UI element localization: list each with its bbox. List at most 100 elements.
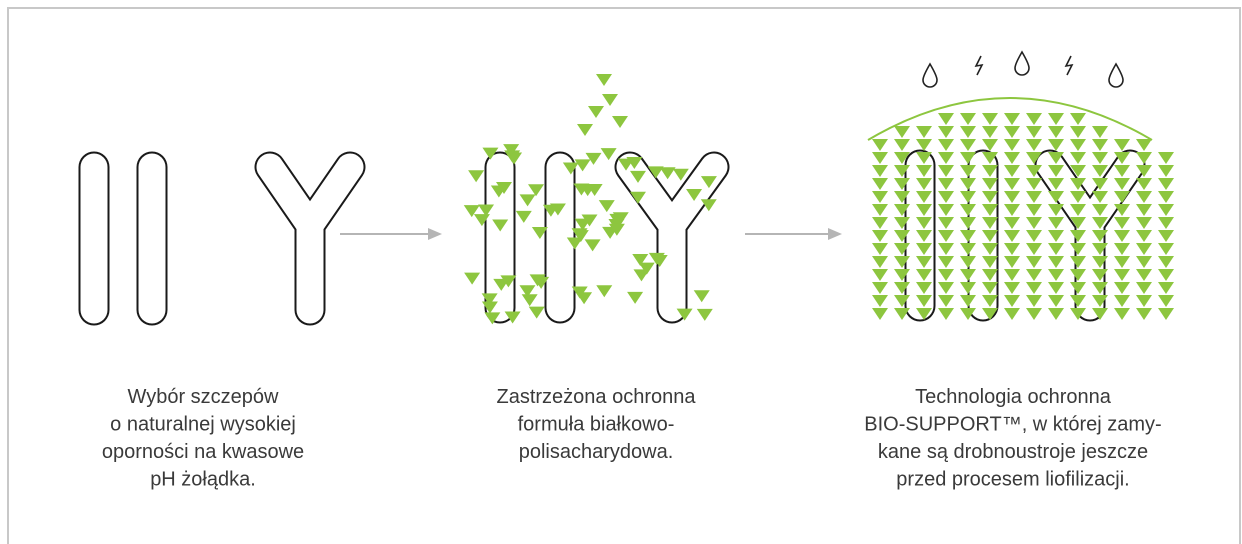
triangle <box>938 165 954 177</box>
y-shape-inner <box>270 167 350 310</box>
triangle <box>1136 243 1152 255</box>
triangle <box>1004 152 1020 164</box>
triangle <box>1114 256 1130 268</box>
triangle <box>872 282 888 294</box>
triangle <box>872 243 888 255</box>
triangle <box>938 243 954 255</box>
triangle <box>1092 152 1108 164</box>
triangle <box>1158 282 1174 294</box>
triangle <box>872 308 888 320</box>
triangle <box>694 290 710 302</box>
triangle <box>1048 269 1064 281</box>
triangle <box>1158 243 1174 255</box>
triangle <box>1004 204 1020 216</box>
triangle <box>1158 165 1174 177</box>
triangle <box>1158 217 1174 229</box>
triangle <box>1136 191 1152 203</box>
triangle <box>938 139 954 151</box>
triangle <box>960 139 976 151</box>
triangle <box>1026 204 1042 216</box>
triangle <box>1004 282 1020 294</box>
triangle <box>516 211 532 223</box>
caption-line: oporności na kwasowe <box>102 441 304 463</box>
triangle <box>1136 230 1152 242</box>
triangle <box>697 309 713 321</box>
triangle <box>982 126 998 138</box>
triangle <box>1048 139 1064 151</box>
triangle <box>1026 113 1042 125</box>
triangle <box>1048 126 1064 138</box>
triangle <box>1004 295 1020 307</box>
triangle <box>588 106 604 118</box>
triangle <box>938 269 954 281</box>
triangle <box>585 239 601 251</box>
triangle <box>938 217 954 229</box>
triangle <box>1136 204 1152 216</box>
triangle <box>1114 230 1130 242</box>
triangle <box>1092 126 1108 138</box>
triangle <box>872 152 888 164</box>
triangle <box>872 217 888 229</box>
triangle <box>612 116 628 128</box>
caption-line: o naturalnej wysokiej <box>110 414 296 436</box>
triangle <box>627 292 643 304</box>
caption-line: przed procesem liofilizacji. <box>896 469 1129 491</box>
triangle <box>1136 295 1152 307</box>
triangle <box>1026 217 1042 229</box>
triangle <box>1158 256 1174 268</box>
triangle <box>602 94 618 106</box>
caption-line: kane są drobnoustroje jeszcze <box>878 441 1148 463</box>
triangle <box>1158 191 1174 203</box>
triangle <box>1070 126 1086 138</box>
bolt-icon <box>976 56 982 75</box>
triangle <box>1114 282 1130 294</box>
triangle <box>1092 139 1108 151</box>
triangle <box>872 139 888 151</box>
triangle <box>599 200 615 212</box>
triangle <box>872 204 888 216</box>
triangle <box>1004 308 1020 320</box>
triangle <box>1048 243 1064 255</box>
caption-line: BIO-SUPPORT™, w której zamy- <box>864 414 1161 436</box>
triangle <box>872 165 888 177</box>
caption-line: Wybór szczepów <box>128 386 280 408</box>
bolt-icon <box>1066 56 1072 75</box>
triangle <box>1048 282 1064 294</box>
y-shape-inner <box>630 167 714 308</box>
triangle <box>1114 243 1130 255</box>
triangle <box>1004 243 1020 255</box>
triangle <box>1004 217 1020 229</box>
triangle <box>1136 178 1152 190</box>
triangle <box>1070 139 1086 151</box>
triangle <box>1004 126 1020 138</box>
triangle <box>982 139 998 151</box>
triangle <box>916 126 932 138</box>
triangle <box>1026 295 1042 307</box>
triangle <box>872 269 888 281</box>
triangle <box>1004 178 1020 190</box>
triangle <box>894 139 910 151</box>
captions: Wybór szczepów o naturalnej wysokiej oporn… <box>102 386 1162 491</box>
triangle <box>960 126 976 138</box>
drop-icon <box>1109 64 1123 87</box>
triangle <box>872 230 888 242</box>
triangle <box>1004 230 1020 242</box>
triangle <box>938 308 954 320</box>
caption-line: Technologia ochronna <box>915 386 1112 408</box>
arrow-head <box>828 228 842 240</box>
triangle <box>938 256 954 268</box>
triangle <box>576 292 592 304</box>
triangle <box>1114 217 1130 229</box>
triangle <box>1026 230 1042 242</box>
triangle <box>982 113 998 125</box>
arrows <box>340 228 842 240</box>
triangle <box>660 167 676 179</box>
triangle <box>1158 204 1174 216</box>
triangle <box>1158 295 1174 307</box>
triangle <box>872 256 888 268</box>
triangle <box>1158 230 1174 242</box>
triangle <box>894 126 910 138</box>
triangle <box>938 295 954 307</box>
caption-line: Zastrzeżona ochronna <box>496 386 696 408</box>
triangle <box>1048 217 1064 229</box>
